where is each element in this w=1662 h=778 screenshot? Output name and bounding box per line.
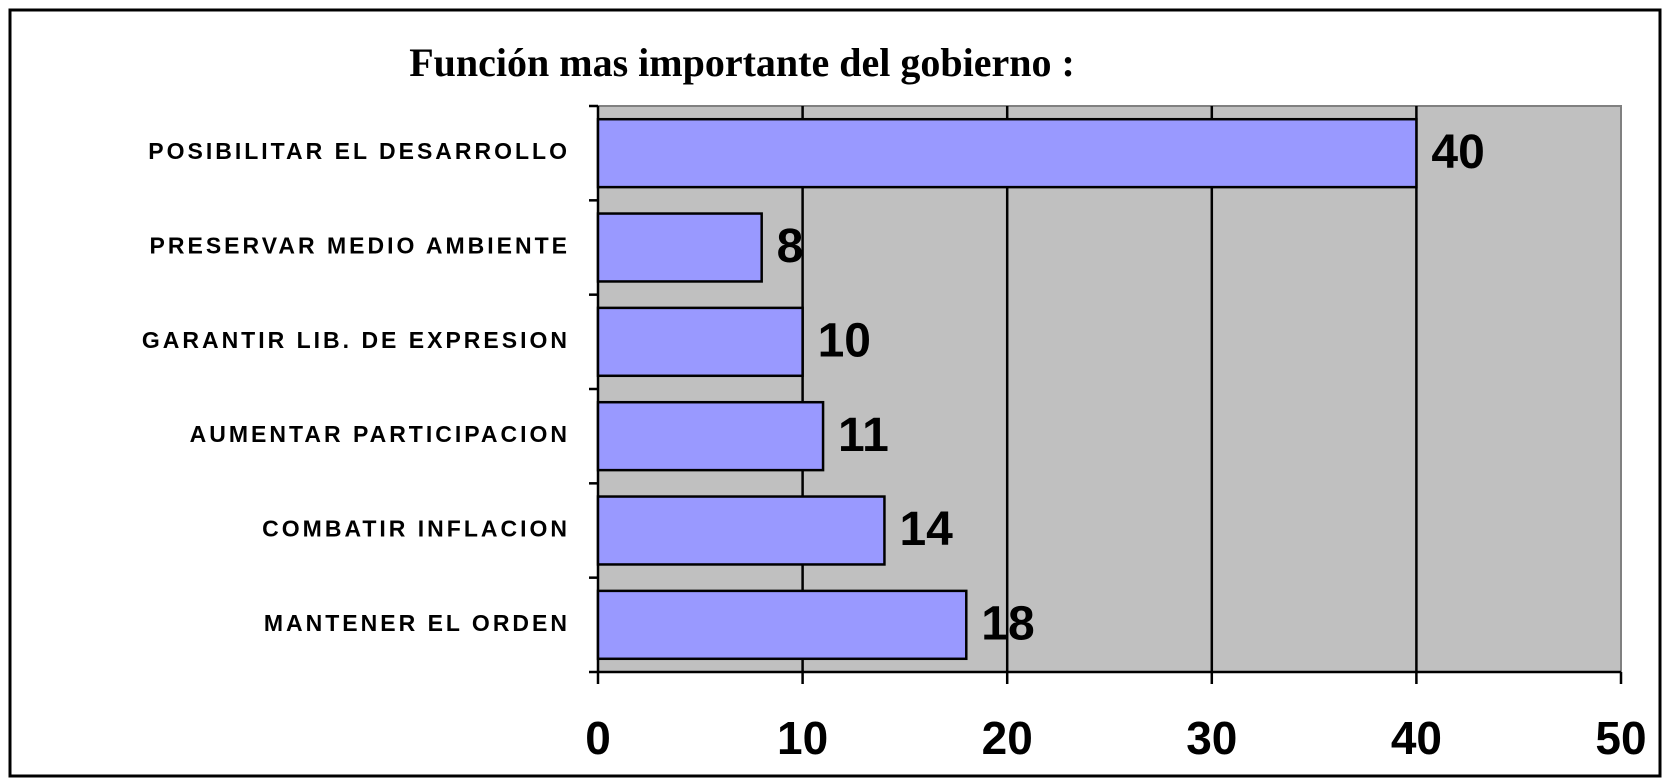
bar (596, 400, 825, 472)
value-label: 14 (899, 503, 953, 556)
value-label: 18 (981, 598, 1034, 651)
y-tick-label: AUMENTAR PARTICIPACION (190, 421, 570, 447)
chart-title: Función mas importante del gobierno : (409, 40, 1075, 85)
y-tick-label: PRESERVAR MEDIO AMBIENTE (150, 233, 570, 259)
bar (596, 495, 886, 566)
bar (596, 212, 763, 283)
x-tick-label: 30 (1186, 712, 1237, 764)
x-tick-label: 10 (777, 712, 828, 764)
value-label: 11 (838, 409, 889, 462)
x-tick-label: 40 (1391, 712, 1442, 764)
y-tick-label: COMBATIR INFLACION (262, 516, 570, 542)
bar (596, 589, 968, 661)
x-tick-label: 50 (1595, 712, 1646, 764)
y-tick-label: POSIBILITAR EL DESARROLLO (148, 138, 570, 164)
bar (596, 117, 1418, 189)
x-tick-label: 20 (982, 712, 1033, 764)
value-label: 8 (777, 220, 804, 273)
value-label: 40 (1431, 126, 1484, 179)
y-tick-label: GARANTIR LIB. DE EXPRESION (142, 327, 570, 353)
y-tick-label: MANTENER EL ORDEN (264, 610, 570, 636)
plot-area (597, 105, 1622, 673)
bar (596, 306, 804, 378)
value-label: 10 (818, 315, 871, 368)
x-tick-label: 0 (585, 712, 611, 764)
